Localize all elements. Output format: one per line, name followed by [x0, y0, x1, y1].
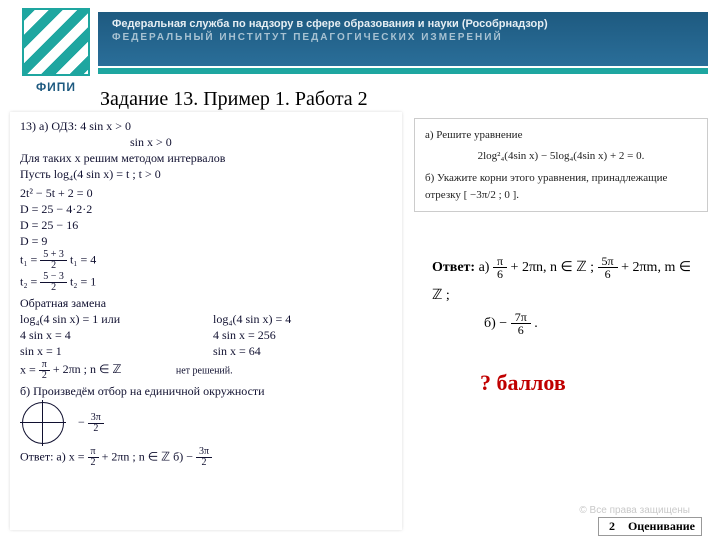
hw-line: sin x = 1 sin x = 64	[20, 344, 392, 359]
hw-frac-n: 3π	[88, 413, 104, 424]
hw-frag: t₂ = 1	[70, 274, 96, 288]
hw-frag: t₁ =	[20, 252, 37, 266]
hw-frac-d: 2	[88, 424, 104, 434]
page-number: 2	[605, 519, 619, 534]
hw-frac-d: 2	[40, 283, 67, 293]
hw-line: t₁ = 5 + 32 t₁ = 4	[20, 250, 392, 271]
ans-frac-d: 6	[511, 324, 531, 336]
hw-frac-d: 2	[40, 261, 67, 271]
hw-line: Обратная замена	[20, 296, 392, 311]
answer-line-b: б) − 7π6 .	[432, 310, 702, 338]
header-banner: Федеральная служба по надзору в сфере об…	[98, 12, 708, 66]
logo-text: ФИПИ	[12, 80, 100, 94]
printed-answer: Ответ: а) π6 + 2πn, n ∈ ℤ ; 5π6 + 2πm, m…	[432, 254, 702, 338]
hw-line: a) ОДЗ: 4 sin x > 0	[39, 119, 131, 133]
agency-line-1: Федеральная служба по надзору в сфере об…	[112, 18, 694, 30]
answer-part-a: а)	[479, 260, 490, 275]
item-number: 13)	[20, 119, 36, 133]
hw-line: log₄(4 sin x) = 1 или log₄(4 sin x) = 4	[20, 312, 392, 327]
hw-frag: log₄(4 sin x) = 4	[213, 312, 291, 326]
answer-label: Ответ:	[432, 260, 475, 275]
hw-frag: log₄(4 sin x) = 1 или	[20, 312, 210, 327]
ans-frag: + 2πn, n ∈ ℤ ;	[511, 260, 594, 275]
hw-frag: x =	[20, 362, 39, 376]
hw-line: 2t² − 5t + 2 = 0	[20, 186, 392, 201]
answer-line-a: Ответ: а) π6 + 2πn, n ∈ ℤ ; 5π6 + 2πm, m…	[432, 254, 702, 310]
problem-equation: 2log²₄(4sin x) − 5log₄(4sin x) + 2 = 0.	[425, 148, 697, 165]
hw-line: Пусть log₄(4 sin x) = t ; t > 0	[20, 167, 392, 182]
problem-part-b-label: б) Укажите корни этого уравнения, принад…	[425, 172, 667, 201]
hw-frag: t₁ = 4	[70, 252, 96, 266]
problem-part-a-label: а) Решите уравнение	[425, 127, 697, 144]
hw-frac-d: 2	[39, 371, 50, 381]
hw-frag: Ответ: a) x =	[20, 449, 88, 463]
answer-part-b: б)	[484, 316, 496, 331]
score-label: ? баллов	[480, 370, 566, 396]
handwritten-solution: 13) a) ОДЗ: 4 sin x > 0 sin x > 0 Для та…	[10, 112, 402, 530]
problem-interval: [ −3π/2 ; 0 ].	[464, 189, 519, 201]
copyright-watermark: © Все права защищены	[579, 505, 690, 516]
hw-line: D = 25 − 16	[20, 218, 392, 233]
hw-frag: sin x = 1	[20, 344, 210, 359]
hw-frag: 4 sin x = 4	[20, 328, 210, 343]
hw-line: б) Произведём отбор на единичной окружно…	[20, 384, 392, 399]
hw-frac-d: 2	[88, 458, 99, 468]
hw-line: Для таких x решим методом интервалов	[20, 151, 392, 166]
hw-frac-d: 2	[196, 458, 212, 468]
ans-frac-d: 6	[493, 268, 507, 280]
unit-circle-icon	[20, 400, 66, 446]
hw-frag: 4 sin x = 256	[213, 328, 276, 342]
hw-line: sin x > 0	[20, 135, 392, 150]
hw-line: 4 sin x = 4 4 sin x = 256	[20, 328, 392, 343]
ans-frac-d: 6	[598, 268, 618, 280]
ans-frag: −	[499, 316, 507, 331]
hw-line: x = π2 + 2πn ; n ∈ ℤ нет решений.	[20, 360, 392, 381]
footer-label: Оценивание	[628, 519, 695, 533]
hw-line: − 3π2	[20, 400, 392, 446]
accent-stripe	[98, 68, 708, 74]
hw-line: Ответ: a) x = π2 + 2πn ; n ∈ ℤ б) − 3π2	[20, 447, 392, 468]
logo: ФИПИ	[12, 8, 100, 100]
logo-icon	[22, 8, 90, 76]
header: ФИПИ Федеральная служба по надзору в сфе…	[0, 0, 720, 84]
hw-frag: + 2πn ; n ∈ ℤ	[53, 362, 173, 377]
hw-line: D = 25 − 4·2·2	[20, 202, 392, 217]
hw-line: D = 9	[20, 234, 392, 249]
agency-line-2: ФЕДЕРАЛЬНЫЙ ИНСТИТУТ ПЕДАГОГИЧЕСКИХ ИЗМЕ…	[112, 32, 694, 43]
problem-statement: а) Решите уравнение 2log²₄(4sin x) − 5lo…	[414, 118, 708, 212]
hw-frag: + 2πn ; n ∈ ℤ б) −	[102, 449, 193, 463]
slide-title: Задание 13. Пример 1. Работа 2	[100, 88, 368, 111]
hw-frag: sin x = 64	[213, 344, 261, 358]
hw-line: t₂ = 5 − 32 t₂ = 1	[20, 272, 392, 293]
hw-frag: −	[78, 415, 85, 429]
ans-frag: .	[534, 316, 538, 331]
hw-frag: нет решений.	[176, 365, 233, 376]
hw-frag: t₂ =	[20, 274, 37, 288]
footer-tab[interactable]: 2 Оценивание	[598, 517, 702, 536]
